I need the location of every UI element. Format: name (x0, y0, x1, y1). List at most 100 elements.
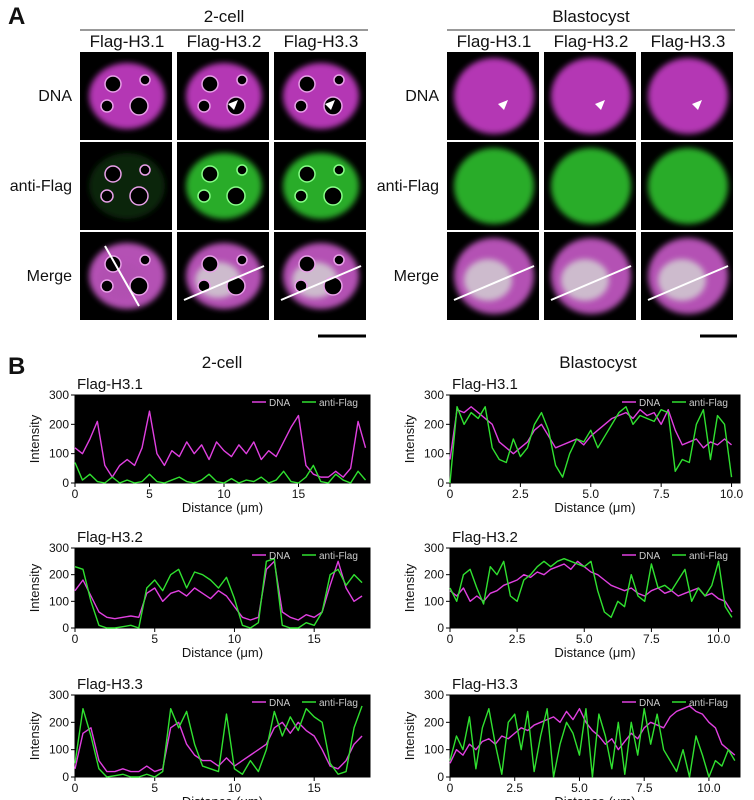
nucleolus (294, 189, 308, 203)
y-tick-label: 0 (62, 621, 69, 635)
legend-label: anti-Flag (319, 551, 358, 562)
profile-line (183, 265, 265, 301)
y-tick-label: 100 (424, 743, 444, 757)
x-tick-label: 0 (447, 487, 454, 501)
nucleus (283, 63, 359, 129)
nucleus (186, 153, 262, 219)
legend-label: anti-Flag (319, 398, 358, 409)
nucleolus (129, 96, 149, 116)
y-tick-label: 300 (424, 541, 444, 555)
x-tick-label: 0 (72, 632, 79, 646)
y-tick-label: 100 (424, 447, 444, 461)
x-tick-label: 2.5 (512, 487, 529, 501)
legend-label: anti-Flag (689, 398, 728, 409)
data-line (449, 707, 736, 778)
panel-title: Blastocyst (559, 353, 637, 372)
x-tick-label: 0 (72, 487, 79, 501)
nucleolus (236, 254, 248, 266)
nucleolus (236, 74, 248, 86)
legend-label: DNA (269, 398, 290, 409)
row-label: Merge (27, 268, 72, 285)
legend-label: anti-Flag (319, 698, 358, 709)
legend-label: DNA (639, 698, 660, 709)
y-axis-label: Intensity (402, 414, 417, 463)
profile-line (550, 265, 632, 301)
column-label: Flag-H3.2 (187, 32, 262, 51)
nucleolus (294, 99, 308, 113)
arrowhead (228, 100, 238, 110)
data-line (74, 462, 367, 484)
y-tick-label: 300 (424, 688, 444, 702)
x-tick-label: 0 (447, 781, 454, 795)
arrowhead (595, 100, 605, 110)
group-title: 2-cell (204, 7, 245, 26)
x-tick-label: 7.5 (653, 487, 670, 501)
panel-label: A (8, 3, 25, 30)
x-tick-label: 5 (151, 632, 158, 646)
x-tick-label: 10.0 (697, 781, 721, 795)
nucleus (89, 63, 165, 129)
y-axis-label: Intensity (402, 563, 417, 612)
column-label: Flag-H3.2 (554, 32, 629, 51)
x-axis-label: Distance (μm) (554, 500, 635, 515)
nucleolus (129, 186, 149, 206)
nucleolus (323, 186, 343, 206)
data-line (449, 705, 736, 764)
nucleolus (333, 164, 345, 176)
data-line (449, 406, 733, 484)
y-tick-label: 200 (424, 568, 444, 582)
chart-title: Flag-H3.3 (77, 676, 143, 693)
nucleus (648, 148, 728, 224)
nucleolus (201, 75, 219, 93)
plot-area (74, 694, 371, 778)
y-tick-label: 0 (437, 621, 444, 635)
profile-line (647, 265, 729, 301)
x-tick-label: 10 (228, 632, 242, 646)
x-tick-label: 7.5 (643, 632, 660, 646)
x-tick-label: 15 (308, 632, 322, 646)
y-tick-label: 200 (49, 715, 69, 729)
y-tick-label: 300 (424, 388, 444, 402)
nucleus (454, 58, 534, 134)
legend-label: DNA (269, 698, 290, 709)
data-line (74, 705, 363, 778)
nucleolus (298, 75, 316, 93)
nucleolus (236, 164, 248, 176)
nucleolus (139, 74, 151, 86)
y-tick-label: 300 (49, 541, 69, 555)
nucleolus (333, 254, 345, 266)
arrowhead (692, 100, 702, 110)
x-tick-label: 7.5 (636, 781, 653, 795)
x-axis-label: Distance (μm) (554, 645, 635, 660)
x-tick-label: 10 (217, 487, 231, 501)
nucleus (186, 63, 262, 129)
overlap (658, 259, 706, 301)
y-tick-label: 0 (62, 476, 69, 490)
x-tick-label: 10 (228, 781, 242, 795)
y-axis-label: Intensity (27, 563, 42, 612)
legend-label: DNA (269, 551, 290, 562)
x-tick-label: 2.5 (506, 781, 523, 795)
nucleolus (226, 186, 246, 206)
x-tick-label: 0 (447, 632, 454, 646)
chart-title: Flag-H3.3 (452, 676, 518, 693)
x-tick-label: 5 (146, 487, 153, 501)
x-tick-label: 5.0 (576, 632, 593, 646)
data-line (74, 721, 363, 773)
nucleus (551, 148, 631, 224)
x-axis-label: Distance (μm) (182, 500, 263, 515)
nucleolus (104, 75, 122, 93)
column-label: Flag-H3.1 (90, 32, 165, 51)
x-axis-label: Distance (μm) (182, 794, 263, 800)
y-tick-label: 0 (437, 476, 444, 490)
nucleolus (298, 255, 316, 273)
nucleolus (100, 99, 114, 113)
y-axis-label: Intensity (27, 711, 42, 760)
legend-label: DNA (639, 398, 660, 409)
data-line (74, 410, 367, 478)
y-tick-label: 100 (49, 743, 69, 757)
profile-line (280, 265, 362, 301)
column-label: Flag-H3.3 (284, 32, 359, 51)
nucleus (89, 153, 165, 219)
